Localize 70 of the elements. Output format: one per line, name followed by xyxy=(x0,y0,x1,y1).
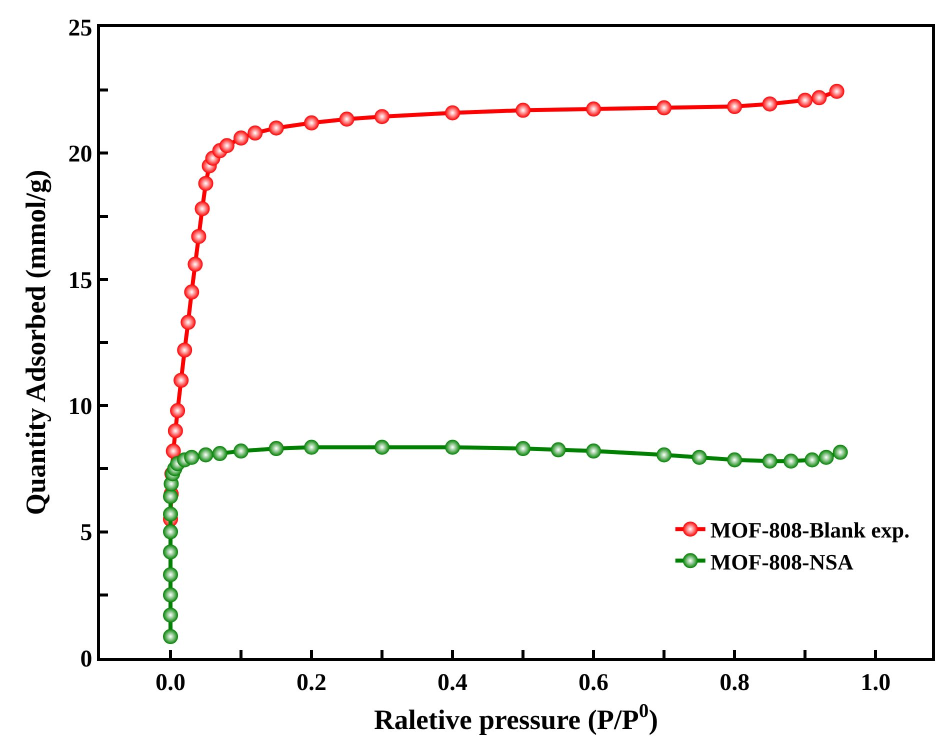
point xyxy=(234,444,249,459)
y-tick-label: 20 xyxy=(68,142,92,168)
legend-label: MOF-808-Blank exp. xyxy=(710,518,910,543)
point xyxy=(180,314,196,330)
point xyxy=(198,447,214,462)
point xyxy=(163,567,178,582)
point xyxy=(516,102,531,118)
x-tick-label: 0.0 xyxy=(156,670,186,696)
point xyxy=(692,450,707,465)
point xyxy=(163,488,178,504)
point xyxy=(516,441,531,456)
point xyxy=(762,96,778,112)
point xyxy=(374,440,390,455)
point xyxy=(445,440,460,455)
point xyxy=(212,446,228,462)
point xyxy=(248,126,263,141)
point xyxy=(177,342,192,358)
point xyxy=(727,99,742,114)
point xyxy=(268,120,284,136)
point xyxy=(163,524,178,540)
y-tick-label: 15 xyxy=(68,268,92,294)
point xyxy=(586,444,602,459)
point xyxy=(727,452,742,468)
point xyxy=(783,454,798,469)
point xyxy=(163,506,178,522)
point xyxy=(762,454,778,469)
point xyxy=(586,102,602,117)
point xyxy=(304,115,320,130)
x-tick-label: 0.4 xyxy=(438,670,468,696)
point xyxy=(656,447,672,462)
y-tick-label: 10 xyxy=(68,394,92,420)
point xyxy=(339,112,354,127)
x-tick-label: 1.0 xyxy=(860,670,891,696)
point xyxy=(198,176,214,191)
point xyxy=(194,201,210,216)
point xyxy=(166,444,181,459)
x-axis-title: Raletive pressure (P/P$^{0}$) xyxy=(374,701,658,736)
point xyxy=(188,256,203,272)
point xyxy=(832,444,848,460)
point xyxy=(174,372,189,388)
point xyxy=(219,138,234,154)
point xyxy=(191,228,206,244)
point xyxy=(812,90,827,106)
y-tick-label: 0 xyxy=(80,646,92,672)
x-tick-label: 0.6 xyxy=(578,670,609,696)
point xyxy=(268,441,284,456)
point xyxy=(170,403,186,418)
point xyxy=(374,109,390,124)
point xyxy=(829,84,844,99)
point xyxy=(163,587,178,602)
x-tick-label: 0.2 xyxy=(296,670,327,696)
point xyxy=(818,450,834,465)
point xyxy=(656,100,672,116)
x-tick-label: 0.8 xyxy=(720,670,750,696)
point xyxy=(184,284,200,300)
y-tick-label: 25 xyxy=(68,15,92,42)
y-tick-label: 5 xyxy=(80,520,92,546)
point xyxy=(184,450,200,465)
point xyxy=(445,105,460,120)
legend-label: MOF-808-NSA xyxy=(710,549,854,574)
point xyxy=(804,452,820,468)
point xyxy=(163,629,178,644)
point xyxy=(168,423,183,438)
point xyxy=(234,130,249,146)
point xyxy=(798,92,813,108)
point xyxy=(304,440,320,455)
point xyxy=(550,442,566,458)
point xyxy=(163,608,178,623)
point xyxy=(163,544,178,560)
y-axis-title: Quantity Adsorbed (mmol/g) xyxy=(20,170,52,516)
